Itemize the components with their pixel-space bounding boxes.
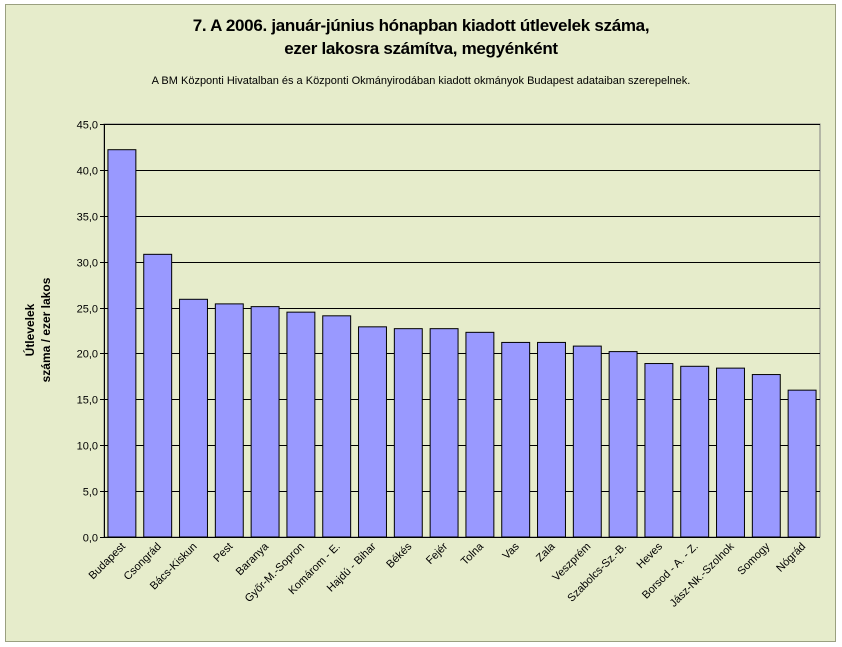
x-tick-label: Pest (211, 541, 235, 565)
bar (537, 341, 566, 538)
x-tick-label: Heves (634, 540, 665, 571)
bar (429, 328, 459, 538)
y-tick-label: 25,0 (77, 304, 98, 316)
bar (680, 365, 710, 538)
bar (644, 363, 674, 538)
bar (608, 351, 638, 538)
y-tick-label: 15,0 (77, 395, 98, 407)
x-tick-label: Zala (534, 540, 558, 564)
bar (286, 311, 316, 538)
x-tick-label: Fejér (424, 540, 450, 566)
bar (751, 374, 781, 538)
y-tick-label: 30,0 (77, 258, 98, 270)
bar (572, 345, 602, 538)
chart-title: 7. A 2006. január-június hónapban kiadot… (0, 14, 842, 60)
y-tick-label: 5,0 (83, 487, 98, 499)
x-tick-label: Nógrád (774, 541, 808, 575)
x-tick-label: Somogy (735, 540, 772, 577)
bar (787, 389, 817, 538)
y-tick-label: 20,0 (77, 349, 98, 361)
bar (250, 306, 280, 538)
y-tick-label: 35,0 (77, 212, 98, 224)
bar (716, 367, 745, 538)
x-tick-label: Békés (384, 540, 414, 570)
bar (214, 303, 244, 538)
y-tick-label: 0,0 (83, 533, 98, 545)
bar (179, 298, 208, 538)
y-tick-label: 10,0 (77, 441, 98, 453)
y-tick-label: 40,0 (77, 166, 98, 178)
x-tick-label: Jász-Nk.-Szolnok (668, 540, 737, 609)
bar (358, 326, 387, 538)
x-tick-label: Vas (501, 540, 523, 562)
bar (143, 253, 173, 538)
chart-title-line-1: 7. A 2006. január-június hónapban kiadot… (192, 16, 650, 35)
bar (501, 341, 531, 538)
chart-subtitle: A BM Központi Hivatalban és a Központi O… (151, 75, 691, 87)
chart-title-line-2: ezer lakosra számítva, megyénként (284, 39, 558, 58)
bar (107, 149, 137, 538)
bar (465, 331, 495, 538)
x-tick-label: Tolna (459, 540, 487, 568)
bar (393, 328, 423, 538)
y-tick-label: 45,0 (77, 120, 98, 132)
bar (322, 315, 352, 538)
plot-area (103, 123, 821, 538)
